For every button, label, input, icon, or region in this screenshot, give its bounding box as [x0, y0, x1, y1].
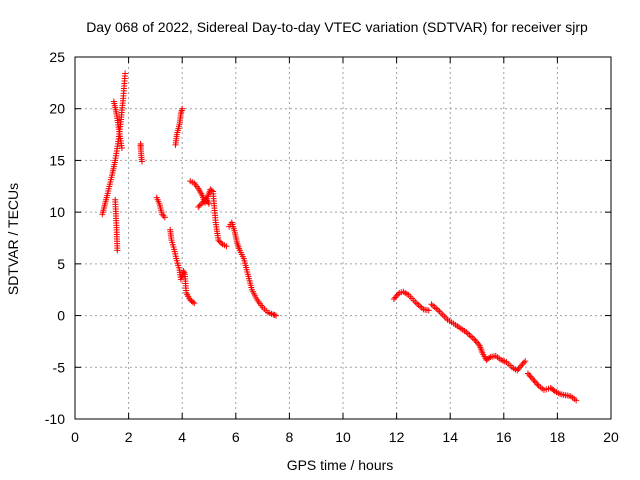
x-tick-label: 0 — [71, 429, 79, 445]
data-point — [472, 337, 479, 344]
data-point — [550, 387, 557, 394]
data-point — [515, 365, 522, 372]
axis-ticks: 0 2 4 6 8 10 12 14 16 18 20 -10 -5 0 5 10 15 20 25 — [45, 49, 619, 445]
data-point — [528, 375, 535, 382]
y-tick-label: 20 — [49, 101, 65, 117]
data-point — [532, 379, 539, 386]
data-point — [200, 198, 207, 205]
data-point — [520, 359, 527, 366]
y-tick-label: -5 — [53, 359, 66, 375]
data-point — [179, 105, 186, 112]
data-point — [522, 358, 529, 365]
data-point — [524, 370, 531, 377]
data-point — [486, 354, 493, 361]
data-point — [526, 372, 533, 379]
y-axis-label: SDTVAR / TECUs — [5, 183, 21, 295]
data-point — [139, 158, 145, 165]
data-point — [527, 373, 534, 380]
data-point — [114, 247, 121, 254]
x-tick-label: 2 — [125, 429, 133, 445]
chart-title: Day 068 of 2022, Sidereal Day-to-day VTE… — [86, 19, 588, 35]
data-point — [206, 200, 212, 207]
x-tick-label: 18 — [550, 429, 566, 445]
data-point — [189, 299, 196, 306]
data-point — [118, 145, 125, 152]
x-tick-label: 6 — [232, 429, 240, 445]
data-point — [530, 376, 537, 383]
y-tick-label: 0 — [57, 308, 65, 324]
y-tick-label: 25 — [49, 49, 65, 65]
data-point — [390, 296, 397, 303]
data-point — [223, 243, 230, 250]
x-tick-label: 16 — [496, 429, 512, 445]
data-point — [573, 397, 580, 404]
x-tick-label: 12 — [389, 429, 405, 445]
data-point — [197, 201, 204, 208]
plot-frame — [74, 56, 612, 420]
x-tick-label: 10 — [335, 429, 351, 445]
x-axis-label: GPS time / hours — [287, 457, 394, 473]
y-tick-label: 10 — [49, 204, 65, 220]
x-tick-label: 20 — [603, 429, 619, 445]
data-point — [531, 378, 538, 385]
data-point — [474, 339, 480, 346]
data-point — [425, 307, 432, 314]
y-tick-label: 15 — [49, 152, 65, 168]
data-point — [393, 292, 400, 299]
y-tick-label: -10 — [45, 411, 65, 427]
data-point — [519, 361, 526, 368]
x-tick-label: 8 — [286, 429, 294, 445]
data-point — [199, 199, 206, 206]
data-point — [196, 202, 203, 209]
data-point — [215, 237, 222, 244]
grid-lines — [75, 57, 611, 419]
data-point — [161, 214, 168, 221]
data-point — [195, 203, 202, 210]
data-point — [270, 311, 277, 318]
data-point — [518, 362, 525, 369]
data-point — [122, 70, 129, 77]
data-point — [392, 294, 399, 301]
data-point — [534, 381, 541, 388]
y-tick-label: 5 — [57, 256, 65, 272]
data-point — [273, 312, 279, 319]
data-point — [216, 238, 223, 245]
data-point — [271, 312, 278, 319]
data-point — [208, 187, 215, 194]
x-tick-label: 14 — [442, 429, 458, 445]
data-point — [191, 300, 198, 307]
data-point — [218, 239, 225, 246]
x-tick-label: 4 — [178, 429, 186, 445]
data-series-sdtvar — [99, 70, 580, 404]
